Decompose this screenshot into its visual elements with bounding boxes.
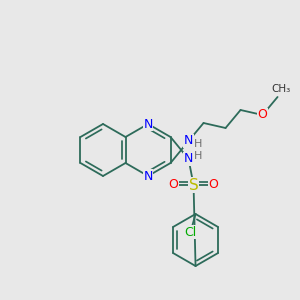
Text: N: N [143,118,153,130]
Text: N: N [184,152,193,166]
Text: Cl: Cl [184,226,197,238]
Text: CH₃: CH₃ [271,84,290,94]
Text: S: S [189,178,198,193]
Text: N: N [184,134,193,148]
Text: N: N [143,169,153,182]
Text: H: H [194,139,203,149]
Text: H: H [194,151,203,161]
Text: O: O [258,109,268,122]
Text: O: O [208,178,218,191]
Text: O: O [169,178,178,191]
